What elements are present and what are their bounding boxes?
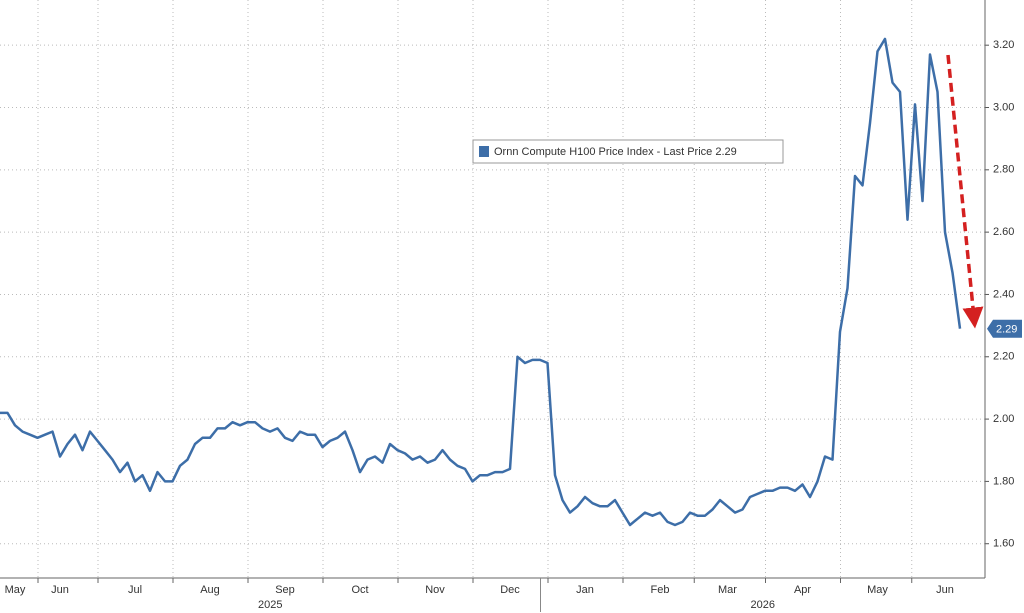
y-tick-label: 1.80 [993,475,1014,487]
price-line [0,37,962,527]
x-tick-label: Jun [936,584,954,596]
x-year-label: 2026 [751,599,775,611]
y-tick-label: 2.60 [993,226,1014,238]
y-tick-label: 3.00 [993,101,1014,113]
y-tick-label: 1.60 [993,538,1014,550]
x-year-label: 2025 [258,599,282,611]
grid [0,0,985,578]
last-price-label: 2.29 [996,324,1017,336]
x-tick-label: Oct [351,584,368,596]
y-tick-label: 2.00 [993,413,1014,425]
x-tick-label: Sep [275,584,295,596]
x-tick-label: Nov [425,584,445,596]
x-tick-label: May [5,584,26,596]
legend: Ornn Compute H100 Price Index - Last Pri… [472,139,784,164]
y-tick-label: 2.80 [993,164,1014,176]
y-tick-label: 2.20 [993,351,1014,363]
legend-swatch [479,146,489,157]
x-tick-label: Dec [500,584,520,596]
x-tick-label: Aug [200,584,220,596]
legend-label: Ornn Compute H100 Price Index - Last Pri… [494,146,737,158]
x-tick-label: Mar [718,584,737,596]
last-price-tag [987,319,1022,338]
annotation-arrow [946,54,984,329]
x-tick-label: Jul [128,584,142,596]
x-tick-label: Jun [51,584,69,596]
x-tick-label: Apr [794,584,811,596]
x-tick-label: Jan [576,584,594,596]
plot [0,37,962,527]
x-tick-label: May [867,584,888,596]
y-tick-label: 2.40 [993,288,1014,300]
legend-box [472,139,784,164]
y-tick-label: 3.20 [993,39,1014,51]
x-tick-label: Feb [651,584,670,596]
